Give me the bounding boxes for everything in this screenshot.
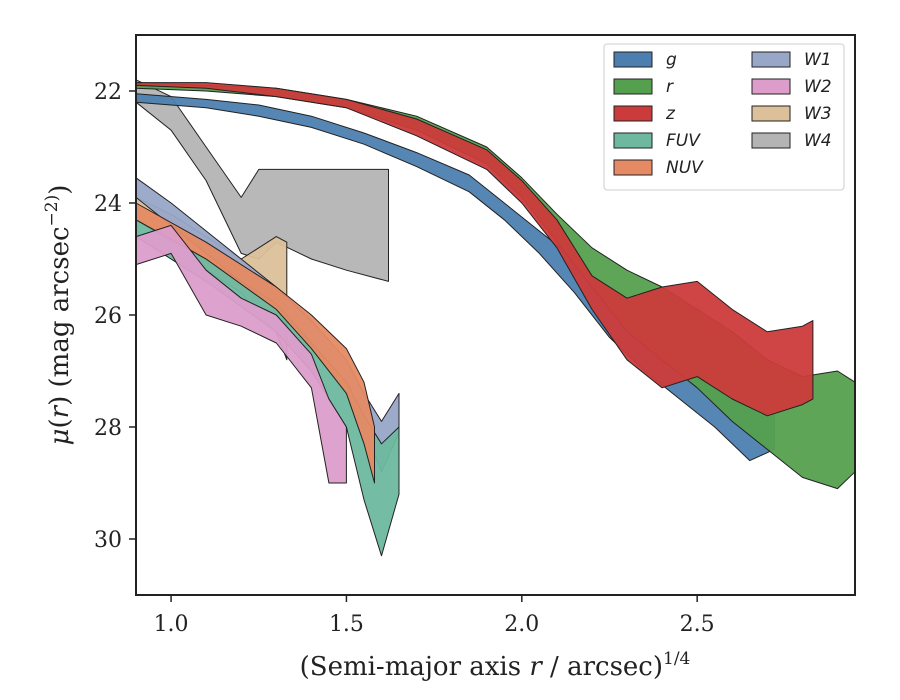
- x-axis: 1.0 1.5 2.0 2.5: [154, 595, 715, 637]
- legend-swatch-r: [613, 78, 653, 95]
- x-axis-label: (Semi-major axis r / arcsec)1/4: [300, 649, 691, 682]
- legend-label-w4: W4: [804, 131, 832, 151]
- legend: grz FUV NUV W1 W2 W3 W4: [603, 43, 845, 191]
- legend-swatch-w3: [751, 105, 791, 122]
- legend-swatch-w1: [751, 51, 791, 68]
- y-tick-label: 24: [94, 192, 122, 217]
- legend-label-w1: W1: [804, 50, 832, 70]
- y-tick-label: 30: [94, 528, 122, 553]
- legend-label-nuv: NUV: [666, 158, 704, 178]
- series-band-w2: [135, 224, 347, 484]
- x-tick-label: 2.5: [680, 612, 715, 637]
- x-tick-label: 1.0: [154, 612, 189, 637]
- legend-label-g: g: [666, 50, 677, 70]
- x-tick-label: 1.5: [329, 612, 364, 637]
- legend-label-fuv: FUV: [666, 131, 701, 151]
- legend-label-r: r: [666, 77, 674, 97]
- y-tick-label: 22: [94, 80, 122, 105]
- legend-swatch-fuv: [613, 132, 653, 149]
- series-layer: [135, 79, 856, 557]
- y-tick-label: 26: [94, 304, 122, 329]
- legend-label-w2: W2: [804, 77, 832, 97]
- legend-label-z: z: [665, 104, 676, 124]
- legend-swatch-w4: [751, 132, 791, 149]
- y-axis-label: μ(r) (mag arcsec−2)): [42, 185, 75, 446]
- y-axis: 22 24 26 28 30: [94, 80, 136, 553]
- legend-swatch-g: [613, 51, 653, 68]
- series-band-z: [135, 82, 814, 417]
- y-tick-label: 28: [94, 416, 122, 441]
- legend-swatch-w2: [751, 78, 791, 95]
- legend-label-w3: W3: [804, 104, 832, 124]
- legend-swatch-nuv: [613, 159, 653, 176]
- series-band-w4: [135, 79, 389, 282]
- legend-swatch-z: [613, 105, 653, 122]
- x-tick-label: 2.0: [504, 612, 539, 637]
